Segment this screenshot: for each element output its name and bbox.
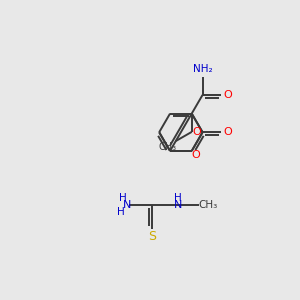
Text: O: O [191, 150, 200, 160]
Text: H: H [174, 193, 182, 203]
Text: H: H [119, 193, 127, 203]
Text: CH₃: CH₃ [159, 142, 177, 152]
Text: O: O [224, 90, 232, 100]
Text: S: S [148, 230, 156, 243]
Text: O: O [224, 127, 232, 137]
Text: H: H [117, 207, 125, 217]
Text: N: N [122, 200, 131, 210]
Text: O: O [192, 127, 201, 137]
Text: N: N [174, 200, 182, 210]
Text: CH₃: CH₃ [198, 200, 218, 210]
Text: NH₂: NH₂ [193, 64, 212, 74]
